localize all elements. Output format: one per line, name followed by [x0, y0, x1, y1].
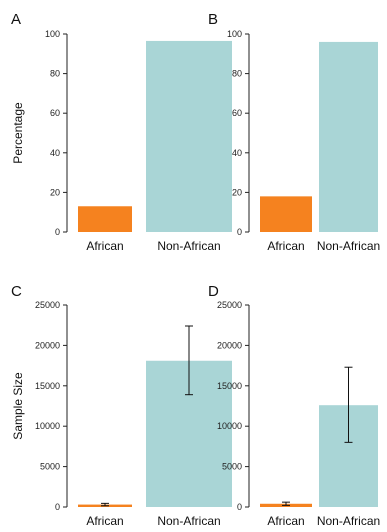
y-tick-label: 0 — [237, 502, 242, 512]
y-tick-label: 0 — [55, 227, 60, 237]
y-tick-label: 5000 — [222, 462, 242, 472]
y-tick-label: 60 — [50, 108, 60, 118]
y-tick-label: 10000 — [35, 421, 60, 431]
panel-b: B 0 20 40 60 80 100 African Non-African — [208, 11, 380, 253]
y-axis-label: Percentage — [11, 102, 25, 164]
y-tick-label: 40 — [50, 148, 60, 158]
panel-letter-d: D — [208, 283, 219, 300]
x-category-label: Non-African — [157, 514, 220, 528]
x-category-label: African — [86, 239, 123, 253]
y-tick-label: 80 — [232, 69, 242, 79]
x-category-label: Non-African — [317, 239, 380, 253]
bar-non-african — [146, 40, 232, 233]
x-category-label: African — [267, 514, 304, 528]
x-category-label: Non-African — [157, 239, 220, 253]
x-category-label: Non-African — [317, 514, 380, 528]
y-tick-label: 15000 — [35, 381, 60, 391]
y-tick-label: 20 — [50, 187, 60, 197]
y-tick-label: 0 — [237, 227, 242, 237]
bar-african — [78, 206, 132, 232]
y-tick-label: 80 — [50, 69, 60, 79]
y-tick-label: 60 — [232, 108, 242, 118]
panel-letter-c: C — [11, 283, 22, 300]
y-tick-label: 5000 — [40, 462, 60, 472]
y-tick-label: 100 — [45, 29, 60, 39]
panel-d: D 0 5000 10000 15000 20000 25000 African Non-Afr… — [208, 283, 380, 528]
bar-non-african — [319, 41, 378, 232]
y-tick-label: 10000 — [217, 421, 242, 431]
x-category-label: African — [86, 514, 123, 528]
y-tick-label: 20 — [232, 187, 242, 197]
y-tick-label: 15000 — [217, 381, 242, 391]
y-tick-label: 25000 — [35, 300, 60, 310]
x-category-label: African — [267, 239, 304, 253]
panel-letter-a: A — [11, 11, 21, 28]
panel-a: A 0 20 40 60 80 100 African Non-African Percentag… — [11, 11, 232, 253]
panel-c: C 0 5000 10000 15000 20000 25000 African Non-Afr… — [11, 283, 232, 528]
bar-african — [260, 196, 312, 232]
y-tick-label: 100 — [227, 29, 242, 39]
panel-letter-b: B — [208, 11, 218, 28]
y-tick-label: 20000 — [217, 340, 242, 350]
y-tick-label: 20000 — [35, 340, 60, 350]
y-tick-label: 25000 — [217, 300, 242, 310]
y-axis-label: Sample Size — [11, 372, 25, 440]
y-tick-label: 0 — [55, 502, 60, 512]
y-tick-label: 40 — [232, 148, 242, 158]
